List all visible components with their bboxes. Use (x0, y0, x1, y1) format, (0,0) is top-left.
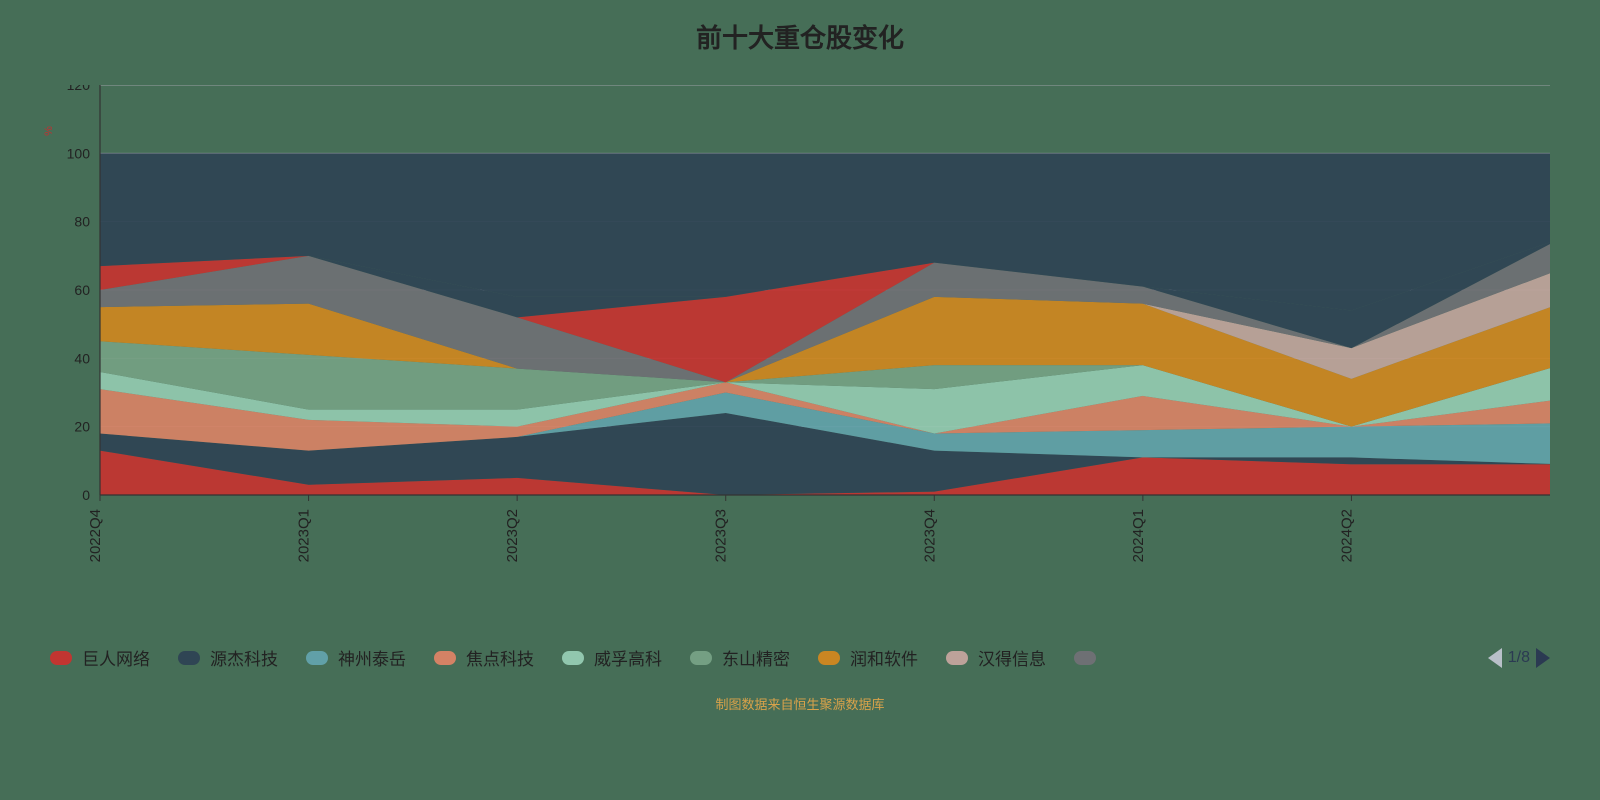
legend-swatch (306, 651, 328, 665)
legend-swatch (434, 651, 456, 665)
y-tick-label: 0 (82, 487, 90, 503)
y-tick-label: 100 (67, 145, 91, 161)
legend-item[interactable]: 汉得信息 (946, 645, 1046, 670)
legend-label: 神州泰岳 (338, 645, 406, 670)
stacked-area-chart: 0 20 40 60 80 100 120 2022Q4 2023Q1 2023Q2 2023Q3 2… (50, 85, 1550, 605)
x-tick-label: 2022Q4 (87, 509, 104, 562)
y-tick-label: 120 (67, 85, 91, 93)
x-tick-label: 2024Q2 (1338, 509, 1355, 562)
legend-swatch (178, 651, 200, 665)
legend-label: 润和软件 (850, 645, 918, 670)
x-tick-label: 2023Q1 (296, 509, 313, 562)
legend-label: 源杰科技 (210, 645, 278, 670)
y-axis-label: % (43, 126, 55, 136)
pager-next-icon[interactable] (1536, 648, 1550, 668)
data-source-footer: 制图数据来自恒生聚源数据库 (0, 694, 1600, 713)
y-tick-label: 80 (74, 214, 90, 230)
y-tick-label: 20 (74, 419, 90, 435)
legend: 巨人网络 源杰科技 神州泰岳 焦点科技 威孚高科 东山精密 润和软件 汉得信息 1/8 (50, 645, 1550, 670)
legend-item[interactable]: 东山精密 (690, 645, 790, 670)
x-tick-label: 2024Q3 (1547, 509, 1550, 562)
x-tick-label: 2023Q4 (921, 509, 938, 562)
legend-item[interactable]: 神州泰岳 (306, 645, 406, 670)
legend-label: 焦点科技 (466, 645, 534, 670)
legend-label: 威孚高科 (594, 645, 662, 670)
legend-swatch (690, 651, 712, 665)
legend-swatch (50, 651, 72, 665)
legend-item[interactable]: 巨人网络 (50, 645, 150, 670)
legend-swatch (1074, 651, 1096, 665)
y-tick-label: 40 (74, 350, 90, 366)
x-tick-label: 2024Q1 (1130, 509, 1147, 562)
legend-swatch (562, 651, 584, 665)
legend-item[interactable]: 焦点科技 (434, 645, 534, 670)
x-tick-label: 2023Q3 (713, 509, 730, 562)
legend-pager: 1/8 (1488, 648, 1550, 668)
pager-label: 1/8 (1508, 649, 1530, 667)
legend-item-more[interactable] (1074, 651, 1096, 665)
pager-prev-icon[interactable] (1488, 648, 1502, 668)
legend-item[interactable]: 威孚高科 (562, 645, 662, 670)
y-tick-label: 60 (74, 282, 90, 298)
chart-title: 前十大重仓股变化 (0, 0, 1600, 55)
legend-swatch (946, 651, 968, 665)
chart-area: % 0204060801001202022Q42023Q12023Q22023Q… (50, 85, 1550, 605)
legend-label: 汉得信息 (978, 645, 1046, 670)
legend-swatch (818, 651, 840, 665)
legend-item[interactable]: 润和软件 (818, 645, 918, 670)
x-tick-label: 2023Q2 (504, 509, 521, 562)
legend-label: 东山精密 (722, 645, 790, 670)
legend-label: 巨人网络 (82, 645, 150, 670)
legend-item[interactable]: 源杰科技 (178, 645, 278, 670)
